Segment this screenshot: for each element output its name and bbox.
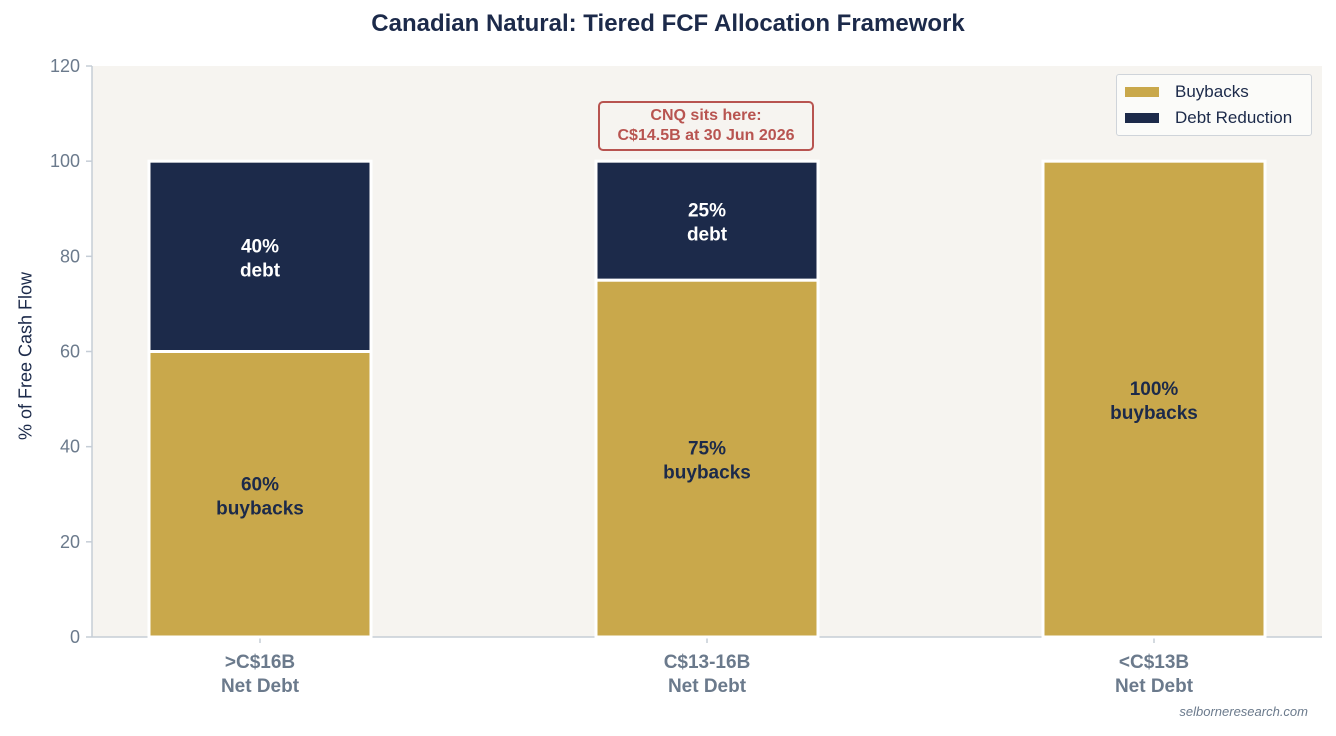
bar-debt [594,159,820,282]
bar-buybacks [594,278,820,639]
y-tick-label: 60 [60,342,80,362]
data-label-debt: 40% [241,236,279,257]
annotation-line-2: C$14.5B at 30 Jun 2026 [617,127,795,144]
y-tick-label: 40 [60,437,80,457]
x-tick-label: <C$13B [1119,652,1189,673]
data-label-buybacks: 100% [1130,379,1179,400]
legend-swatch-buybacks [1125,87,1159,97]
data-label-debt: 25% [688,201,726,222]
annotation-line-1: CNQ sits here: [650,107,762,124]
data-label-buybacks-sub: buybacks [216,498,304,519]
data-label-debt-sub: debt [240,260,281,281]
x-tick-label-sub: Net Debt [221,676,300,697]
data-label-debt-sub: debt [687,225,728,246]
x-tick-label-sub: Net Debt [668,676,747,697]
legend-label-buybacks: Buybacks [1175,82,1249,101]
bar-buybacks [1041,159,1267,639]
data-label-buybacks-sub: buybacks [1110,403,1198,424]
data-label-buybacks: 75% [688,439,726,460]
source-credit: selborneresearch.com [1179,704,1308,719]
y-tick-label: 120 [50,56,80,76]
bar-buybacks [147,350,373,639]
y-tick-label: 0 [70,627,80,647]
x-tick-label: C$13-16B [664,652,751,673]
data-label-buybacks-sub: buybacks [663,463,751,484]
legend-item-debt-reduction: Debt Reduction [1125,106,1292,130]
legend-swatch-debt-reduction [1125,113,1159,123]
y-tick-label: 20 [60,532,80,552]
y-tick-label: 80 [60,246,80,266]
data-label-buybacks: 60% [241,474,279,495]
cnq-position-annotation: CNQ sits here: C$14.5B at 30 Jun 2026 [598,101,814,151]
legend-item-buybacks: Buybacks [1125,80,1249,104]
y-axis-label: % of Free Cash Flow [15,271,36,441]
x-tick-label: >C$16B [225,652,295,673]
legend-label-debt-reduction: Debt Reduction [1175,108,1293,127]
bar-debt [147,159,373,353]
y-tick-label: 100 [50,151,80,171]
x-tick-label-sub: Net Debt [1115,676,1194,697]
chart-legend: Buybacks Debt Reduction [1116,74,1312,136]
chart-title: Canadian Natural: Tiered FCF Allocation … [371,10,965,37]
